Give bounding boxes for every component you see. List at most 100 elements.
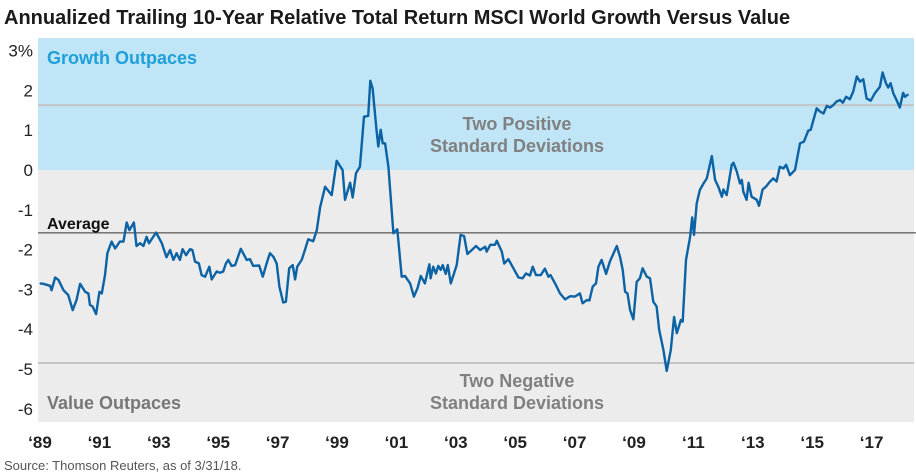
data-point [240,248,242,250]
data-point [655,305,658,308]
data-point [135,245,138,247]
data-point [375,129,378,131]
data-point [416,287,419,289]
data-point [597,266,599,268]
data-point [352,196,354,199]
minus-two-sd-label-line2: Standard Deviations [430,393,604,413]
data-point [285,301,287,303]
data-point [62,289,65,291]
data-point [382,142,384,144]
data-point [616,245,618,247]
data-point [756,199,758,201]
data-point [216,270,218,273]
data-point [769,180,771,183]
data-point [72,309,74,311]
data-point [440,269,442,271]
data-point [191,249,193,251]
data-point [475,245,477,247]
data-point [466,253,468,255]
data-point [106,252,109,254]
data-point [799,142,801,144]
data-point [230,265,233,267]
data-point [84,291,86,293]
x-tick-label: ‘97 [266,433,290,452]
data-point [272,256,275,258]
data-point [181,248,184,250]
data-point [367,115,369,117]
data-point [762,188,764,191]
x-tick-label: ‘05 [503,433,527,452]
data-point [574,295,576,298]
data-point [739,182,741,185]
data-point [689,236,691,238]
data-point [693,234,695,236]
data-point [413,295,415,298]
data-point [789,174,791,176]
data-point [579,292,581,294]
data-point [794,169,796,171]
growth-outpaces-label: Growth Outpaces [47,48,197,68]
y-tick-label: 2 [24,81,33,100]
x-tick-label: ‘93 [147,433,171,452]
data-point [559,292,561,294]
data-point [494,244,496,246]
average-label: Average [47,216,110,233]
data-point [369,80,371,82]
data-point [636,281,638,283]
data-point [742,190,744,193]
data-point [301,259,303,261]
data-point [98,291,100,293]
data-point [496,240,498,242]
data-point [179,259,181,261]
y-axis-ticks: 3% 2 1 0 -1 -2 -3 -4 -5 -6 [8,42,33,419]
data-point [609,260,611,263]
data-point [890,82,892,84]
value-region [38,170,914,422]
data-point [185,254,187,256]
data-point [601,259,603,261]
data-point [312,240,314,242]
data-point [316,229,318,231]
data-point [447,264,449,266]
y-tick-label: -5 [18,360,33,379]
data-point [442,264,444,266]
data-point [384,142,386,144]
data-point [779,166,781,168]
data-point [424,282,426,285]
data-point [622,269,624,271]
x-tick-label: ‘03 [444,433,468,452]
data-point [758,205,760,207]
data-point [619,256,621,258]
data-point [459,234,462,236]
data-point [859,81,861,83]
data-point [810,129,812,131]
data-point [895,99,898,101]
data-point [658,329,660,331]
data-point [165,256,168,258]
data-point [649,277,651,279]
data-point [819,110,821,113]
data-point [629,309,631,311]
data-point [172,259,174,261]
data-point [75,299,78,301]
data-point [262,276,264,278]
data-point [535,274,537,276]
data-point [486,250,488,253]
data-point [304,249,306,251]
data-point [331,194,333,196]
data-point [816,107,818,109]
data-point [826,105,828,107]
data-point [803,141,805,143]
data-point [839,99,841,101]
data-point [540,274,542,276]
data-point [544,268,546,270]
data-point [49,285,51,287]
data-point [670,349,672,351]
x-tick-label: ‘09 [622,433,646,452]
data-point [252,265,254,267]
data-point [652,301,654,303]
y-tick-label: -3 [18,280,33,299]
x-tick-label: ‘17 [860,433,884,452]
data-point [292,264,294,266]
data-point [456,264,458,266]
